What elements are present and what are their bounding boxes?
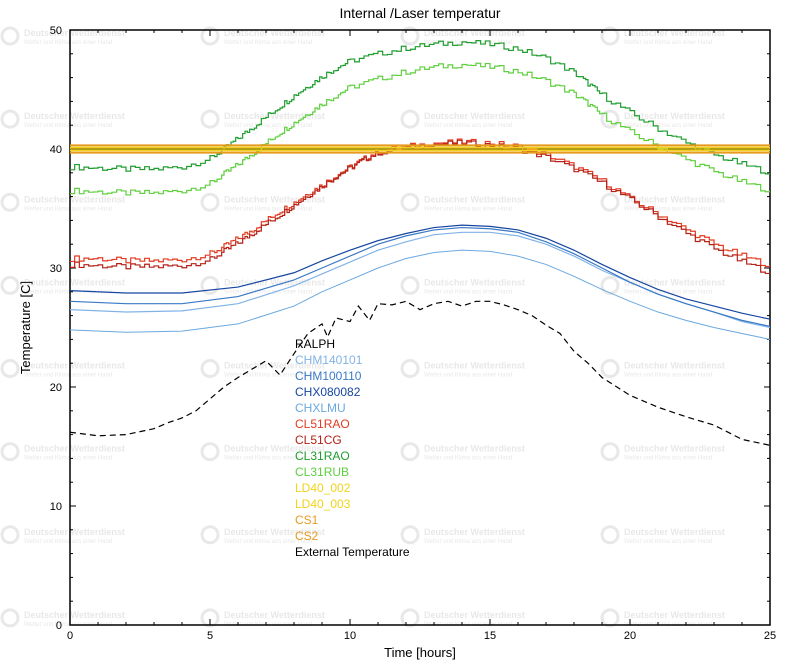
x-tick-label: 25	[764, 630, 776, 642]
legend-item: CHM100110	[295, 369, 362, 383]
svg-text:Wetter und Klima aus einer Han: Wetter und Klima aus einer Hand	[24, 373, 112, 379]
legend-item: CS2	[295, 529, 319, 543]
legend-item: CS1	[295, 513, 319, 527]
y-tick-label: 0	[56, 620, 62, 632]
svg-text:Wetter und Klima aus einer Han: Wetter und Klima aus einer Hand	[24, 456, 112, 462]
svg-text:Wetter und Klima aus einer Han: Wetter und Klima aus einer Hand	[424, 373, 512, 379]
legend-item: CL51RAO	[295, 417, 350, 431]
x-tick-label: 20	[624, 630, 636, 642]
series-CL31RAO	[70, 41, 770, 174]
legend-item: LD40_003	[295, 497, 351, 511]
chart-container: Deutscher Wetterdienst Wetter und Klima a…	[0, 0, 800, 665]
svg-text:Wetter und Klima aus einer Han: Wetter und Klima aus einer Hand	[624, 456, 712, 462]
legend-item: CHX080082	[295, 385, 361, 399]
svg-text:Deutscher Wetterdienst: Deutscher Wetterdienst	[624, 610, 725, 620]
chart-title: Internal /Laser temperatur	[339, 5, 500, 21]
svg-text:Deutscher Wetterdienst: Deutscher Wetterdienst	[24, 361, 125, 371]
legend-item: CL31RAO	[295, 449, 350, 463]
svg-text:Wetter und Klima aus einer Han: Wetter und Klima aus einer Hand	[624, 373, 712, 379]
y-tick-label: 30	[50, 263, 62, 275]
watermark-layer: Deutscher Wetterdienst Wetter und Klima a…	[2, 28, 725, 628]
svg-text:Wetter und Klima aus einer Han: Wetter und Klima aus einer Hand	[624, 40, 712, 46]
svg-text:Deutscher Wetterdienst: Deutscher Wetterdienst	[624, 527, 725, 537]
svg-text:Wetter und Klima aus einer Han: Wetter und Klima aus einer Hand	[424, 123, 512, 129]
legend-item: CL51CG	[295, 433, 342, 447]
svg-text:Wetter und Klima aus einer Han: Wetter und Klima aus einer Hand	[424, 206, 512, 212]
x-tick-label: 15	[484, 630, 496, 642]
svg-text:Wetter und Klima aus einer Han: Wetter und Klima aus einer Hand	[424, 289, 512, 295]
legend-item: CHXLMU	[295, 401, 346, 415]
svg-text:Wetter und Klima aus einer Han: Wetter und Klima aus einer Hand	[24, 206, 112, 212]
x-tick-label: 10	[344, 630, 356, 642]
svg-text:Deutscher Wetterdienst: Deutscher Wetterdienst	[424, 444, 525, 454]
legend-item: CL31RUB	[295, 465, 349, 479]
series-group	[70, 41, 770, 446]
svg-text:Deutscher Wetterdienst: Deutscher Wetterdienst	[424, 610, 525, 620]
series-CHX080082	[70, 225, 770, 319]
svg-text:Deutscher Wetterdienst: Deutscher Wetterdienst	[424, 277, 525, 287]
legend-item: External Temperature	[295, 545, 410, 559]
legend-item: LD40_002	[295, 481, 351, 495]
svg-text:Deutscher Wetterdienst: Deutscher Wetterdienst	[24, 194, 125, 204]
x-axis-label: Time [hours]	[384, 645, 456, 660]
svg-text:Deutscher Wetterdienst: Deutscher Wetterdienst	[424, 111, 525, 121]
svg-text:Deutscher Wetterdienst: Deutscher Wetterdienst	[24, 610, 125, 620]
svg-text:Deutscher Wetterdienst: Deutscher Wetterdienst	[424, 361, 525, 371]
svg-text:Deutscher Wetterdienst: Deutscher Wetterdienst	[224, 610, 325, 620]
legend-item: RALPH	[295, 337, 335, 351]
svg-text:Deutscher Wetterdienst: Deutscher Wetterdienst	[624, 444, 725, 454]
svg-text:Wetter und Klima aus einer Han: Wetter und Klima aus einer Hand	[624, 123, 712, 129]
svg-text:Deutscher Wetterdienst: Deutscher Wetterdienst	[624, 361, 725, 371]
svg-text:Deutscher Wetterdienst: Deutscher Wetterdienst	[224, 194, 325, 204]
svg-text:Deutscher Wetterdienst: Deutscher Wetterdienst	[24, 111, 125, 121]
svg-text:Wetter und Klima aus einer Han: Wetter und Klima aus einer Hand	[24, 40, 112, 46]
svg-text:Deutscher Wetterdienst: Deutscher Wetterdienst	[24, 444, 125, 454]
y-tick-label: 40	[50, 144, 62, 156]
x-tick-label: 0	[67, 630, 73, 642]
legend-item: CHM140101	[295, 353, 363, 367]
svg-text:Deutscher Wetterdienst: Deutscher Wetterdienst	[24, 277, 125, 287]
svg-text:Wetter und Klima aus einer Han: Wetter und Klima aus einer Hand	[224, 123, 312, 129]
y-tick-label: 50	[50, 25, 62, 37]
svg-text:Deutscher Wetterdienst: Deutscher Wetterdienst	[424, 194, 525, 204]
y-tick-label: 10	[50, 501, 62, 513]
svg-text:Wetter und Klima aus einer Han: Wetter und Klima aus einer Hand	[24, 539, 112, 545]
svg-text:Wetter und Klima aus einer Han: Wetter und Klima aus einer Hand	[224, 40, 312, 46]
x-tick-label: 5	[207, 630, 213, 642]
svg-text:Wetter und Klima aus einer Han: Wetter und Klima aus einer Hand	[224, 206, 312, 212]
svg-text:Deutscher Wetterdienst: Deutscher Wetterdienst	[24, 527, 125, 537]
svg-text:Wetter und Klima aus einer Han: Wetter und Klima aus einer Hand	[24, 123, 112, 129]
y-axis-label: Temperature [C]	[18, 281, 33, 374]
svg-text:Wetter und Klima aus einer Han: Wetter und Klima aus einer Hand	[424, 456, 512, 462]
temperature-chart: Deutscher Wetterdienst Wetter und Klima a…	[0, 0, 800, 665]
svg-text:Deutscher Wetterdienst: Deutscher Wetterdienst	[424, 527, 525, 537]
y-tick-label: 20	[50, 382, 62, 394]
svg-text:Wetter und Klima aus einer Han: Wetter und Klima aus einer Hand	[424, 539, 512, 545]
svg-text:Wetter und Klima aus einer Han: Wetter und Klima aus einer Hand	[624, 206, 712, 212]
svg-text:Wetter und Klima aus einer Han: Wetter und Klima aus einer Hand	[624, 539, 712, 545]
